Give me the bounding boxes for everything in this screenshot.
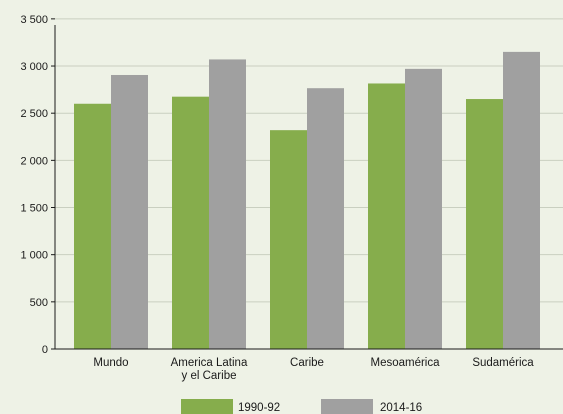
bar-1990-92-4 <box>466 99 503 349</box>
x-category-label: Caribe <box>290 357 324 369</box>
y-tick-label: 1 000 <box>20 250 48 262</box>
bar-2014-16-0 <box>111 74 148 349</box>
bar-2014-16-4 <box>503 51 540 349</box>
bar-1990-92-0 <box>74 103 111 349</box>
x-category-label: America Latina <box>171 357 248 369</box>
x-category-label: Sudamérica <box>472 357 534 369</box>
bar-1990-92-3 <box>368 83 405 350</box>
legend-label-2014-16: 2014-16 <box>380 402 422 414</box>
bar-2014-16-3 <box>405 68 442 350</box>
y-tick-label: 3 000 <box>20 61 48 73</box>
bar-1990-92-1 <box>172 96 209 349</box>
y-tick-label: 2 000 <box>20 155 48 167</box>
y-tick-labels: 0 500 1 000 1 500 2 000 2 500 3 000 3 500 <box>20 14 48 356</box>
bars <box>74 51 540 350</box>
axes <box>51 18 563 350</box>
legend-swatch-1990-92 <box>181 399 233 414</box>
x-category-label: Mesoamérica <box>370 357 440 369</box>
bar-2014-16-1 <box>209 59 246 350</box>
bar-1990-92-2 <box>270 130 307 349</box>
x-category-label: Mundo <box>93 357 128 369</box>
legend-label-1990-92: 1990-92 <box>238 402 280 414</box>
x-category-label: y el Caribe <box>182 370 237 382</box>
y-tick-label: 500 <box>30 297 48 309</box>
bar-2014-16-2 <box>307 88 344 350</box>
y-tick-label: 1 500 <box>20 203 48 215</box>
y-tick-label: 3 500 <box>20 14 48 26</box>
y-tick-label: 0 <box>42 344 48 356</box>
legend-swatch-2014-16 <box>321 399 373 414</box>
y-tick-label: 2 500 <box>20 108 48 120</box>
legend: 1990-92 2014-16 <box>181 399 422 414</box>
